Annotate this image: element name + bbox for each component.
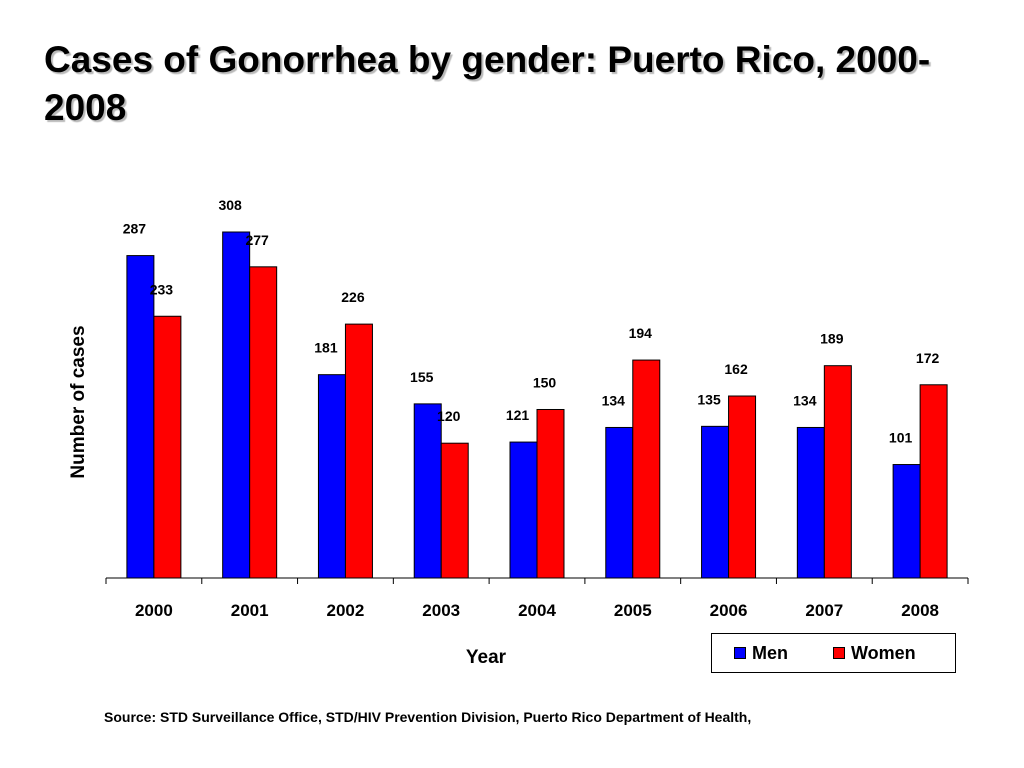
data-label-women-2006: 162 [724, 361, 748, 377]
legend-item-men: Men [734, 643, 788, 664]
bar-women-2008 [919, 384, 948, 579]
legend-swatch-men [734, 647, 746, 659]
data-label-women-2003: 120 [437, 408, 461, 424]
data-label-men-2004: 121 [506, 407, 530, 423]
x-axis-label: Year [465, 647, 507, 668]
bar-men-2003 [413, 403, 442, 579]
bar-women-2003 [440, 442, 469, 579]
data-label-women-2007: 189 [820, 331, 844, 347]
data-label-women-2002: 226 [341, 289, 365, 305]
bar-women-2000 [153, 315, 182, 579]
page-title: Cases of Gonorrhea by gender: Puerto Ric… [44, 39, 931, 128]
data-label-women-2004: 150 [533, 374, 557, 390]
data-label-men-2002: 181 [314, 340, 338, 356]
legend-swatch-women [833, 647, 845, 659]
bar-men-2002 [317, 374, 346, 579]
bar-women-2007 [823, 365, 852, 579]
bar-men-2000 [126, 255, 155, 579]
x-tick-label-2007: 2007 [805, 601, 843, 620]
data-label-women-2000: 233 [150, 281, 174, 297]
bar-women-2004 [536, 408, 565, 579]
bar-men-2008 [892, 464, 921, 579]
bar-men-2004 [509, 441, 538, 579]
bar-men-2005 [605, 426, 634, 579]
bar-men-2007 [796, 426, 825, 579]
bar-women-2002 [344, 323, 373, 579]
source-note: Source: STD Surveillance Office, STD/HIV… [104, 709, 752, 725]
data-label-men-2007: 134 [793, 392, 817, 408]
legend-item-women: Women [833, 643, 916, 664]
bar-women-2001 [249, 266, 278, 579]
chart-legend: Men Women [711, 633, 956, 673]
data-label-men-2006: 135 [697, 391, 721, 407]
bar-men-2006 [701, 425, 730, 579]
data-label-men-2008: 101 [889, 430, 913, 446]
x-tick-label-2008: 2008 [901, 601, 939, 620]
x-tick-label-2002: 2002 [327, 601, 365, 620]
x-tick-label-2001: 2001 [231, 601, 269, 620]
bar-men-2001 [222, 231, 251, 579]
data-label-men-2000: 287 [123, 221, 147, 237]
bar-women-2006 [728, 395, 757, 579]
x-tick-label-2005: 2005 [614, 601, 652, 620]
legend-label-women: Women [851, 642, 916, 663]
x-tick-label-2006: 2006 [710, 601, 748, 620]
data-label-women-2001: 277 [245, 232, 269, 248]
y-axis-label: Number of cases [68, 325, 89, 479]
legend-label-men: Men [752, 642, 788, 663]
x-tick-label-2003: 2003 [422, 601, 460, 620]
data-label-women-2008: 172 [916, 350, 940, 366]
bar-women-2005 [632, 359, 661, 579]
data-label-men-2003: 155 [410, 369, 434, 385]
data-label-women-2005: 194 [629, 325, 653, 341]
x-tick-label-2004: 2004 [518, 601, 556, 620]
data-label-men-2005: 134 [602, 392, 626, 408]
data-label-men-2001: 308 [218, 197, 242, 213]
x-tick-label-2000: 2000 [135, 601, 173, 620]
